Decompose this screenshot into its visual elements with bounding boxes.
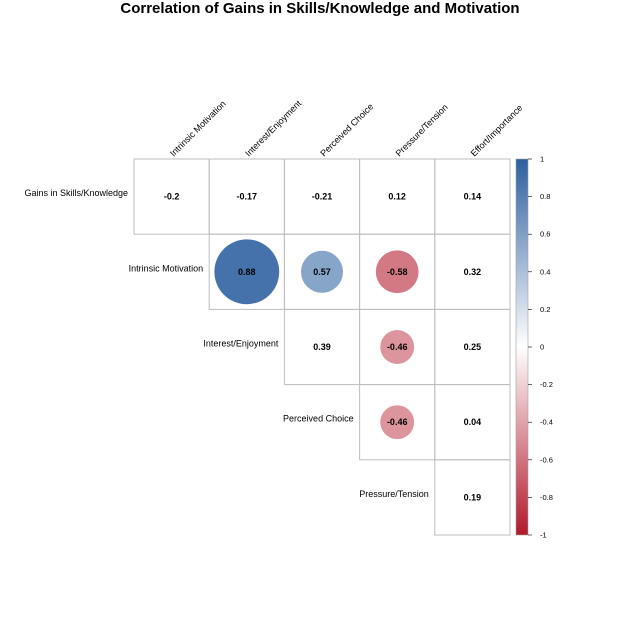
column-label: Pressure/Tension: [394, 102, 450, 158]
chart-title: Correlation of Gains in Skills/Knowledge…: [120, 0, 519, 17]
colorbar-tick-label: 0.4: [540, 267, 550, 276]
correlation-value: 0.57: [313, 267, 331, 277]
colorbar-tick-label: -0.4: [540, 418, 553, 427]
correlation-circle: [380, 330, 415, 364]
colorbar-tick-label: 0: [540, 343, 544, 352]
column-label: Perceived Choice: [318, 101, 375, 158]
colorbar-legend: 1 0.8 0.6 0.4 0.2 0 -0.2 -0.4 -0.6 -0.8 -1: [515, 155, 553, 540]
colorbar-tick-label: -0.8: [540, 493, 553, 502]
correlation-value: -0.17: [237, 192, 258, 202]
correlation-value: 0.25: [464, 342, 482, 352]
grid-cell: [434, 459, 511, 536]
colorbar-gradient: [515, 158, 529, 536]
correlation-value: 0.32: [464, 267, 482, 277]
correlation-value: -0.58: [387, 267, 408, 277]
correlation-circle: [375, 250, 419, 294]
row-label: Interest/Enjoyment: [203, 339, 279, 349]
correlation-value: 0.14: [464, 192, 482, 202]
colorbar-tick-label: -0.2: [540, 380, 553, 389]
correlation-value: -0.21: [312, 192, 333, 202]
row-label: Gains in Skills/Knowledge: [24, 188, 128, 198]
row-label: Intrinsic Motivation: [129, 263, 204, 273]
column-label: Effort/Importance: [469, 103, 525, 159]
correlation-circle: [214, 239, 280, 305]
column-label: Intrinsic Motivation: [168, 99, 228, 159]
correlation-value: 0.88: [238, 267, 256, 277]
correlation-value: -0.2: [164, 192, 180, 202]
correlation-value: 0.12: [388, 192, 406, 202]
correlation-value: -0.46: [387, 417, 408, 427]
row-label: Pressure/Tension: [359, 489, 429, 499]
correlation-value: -0.46: [387, 342, 408, 352]
correlation-value: 0.04: [464, 417, 482, 427]
colorbar-tick-label: -1: [540, 531, 547, 540]
correlation-circle: [380, 405, 415, 440]
colorbar-tick-label: 0.8: [540, 192, 550, 201]
column-label: Interest/Enjoyment: [243, 98, 303, 158]
colorbar-tick-label: -0.6: [540, 455, 553, 464]
row-label: Perceived Choice: [283, 414, 354, 424]
colorbar-tick-label: 0.2: [540, 305, 550, 314]
correlation-value: 0.39: [313, 342, 331, 352]
colorbar-tick-label: 0.6: [540, 230, 550, 239]
correlation-circle: [300, 250, 344, 293]
colorbar-tick-label: 1: [540, 155, 544, 164]
correlation-value: 0.19: [464, 492, 482, 502]
